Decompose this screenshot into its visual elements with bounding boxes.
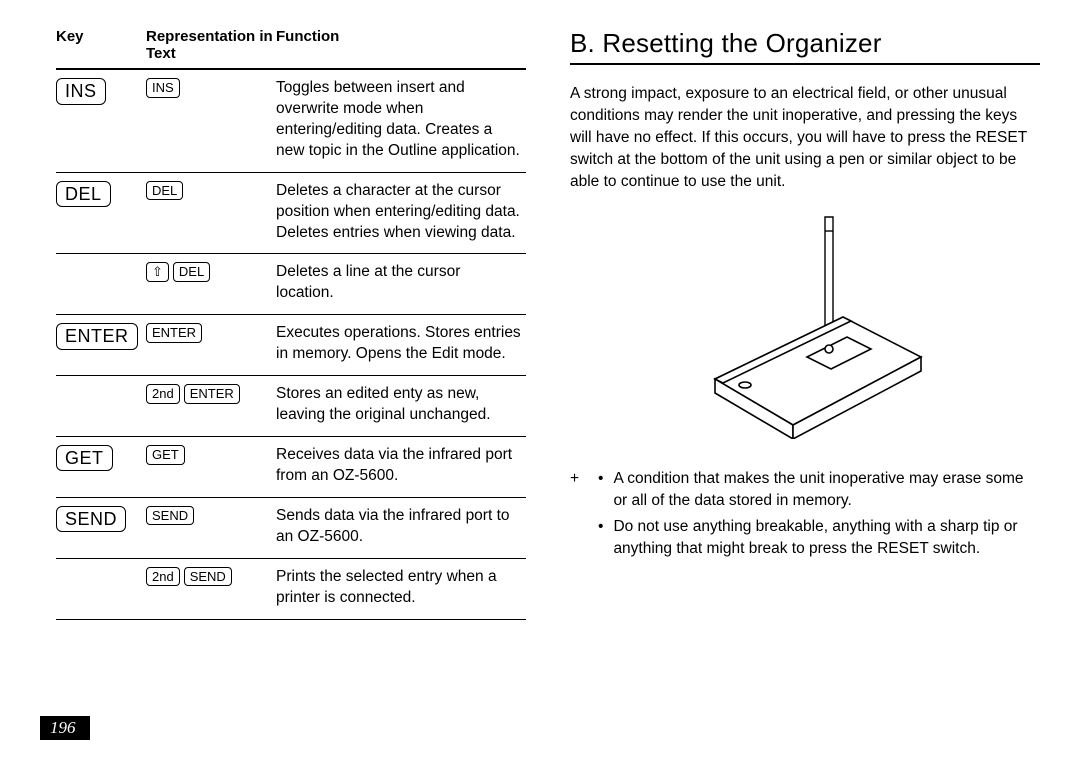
key-cell: GET [56,445,146,472]
reset-figure [570,209,1040,444]
note-text: Do not use anything breakable, anything … [613,516,1040,560]
keycap-small-icon: INS [146,78,180,98]
bullet-icon: • [598,468,603,512]
table-row: GET GET Receives data via the infrared por… [56,437,526,498]
th-rep: Representation in Text [146,28,276,62]
note-item: •A condition that makes the unit inopera… [598,468,1040,512]
function-cell: Deletes a line at the cursor location. [276,262,526,304]
representation-cell: 2ndSEND [146,567,276,587]
representation-cell: INS [146,78,276,98]
representation-cell: GET [146,445,276,465]
note-text: A condition that makes the unit inoperat… [613,468,1040,512]
note-item: •Do not use anything breakable, anything… [598,516,1040,560]
keycap-icon: INS [56,78,106,105]
keycap-small-icon: SEND [146,506,194,526]
representation-cell: ENTER [146,323,276,343]
keycap-icon: GET [56,445,113,472]
function-cell: Toggles between insert and overwrite mod… [276,78,526,162]
keycap-icon: SEND [56,506,126,533]
section-paragraph: A strong impact, exposure to an electric… [570,83,1040,193]
th-func: Function [276,28,526,62]
table-row: ⇧DELDeletes a line at the cursor locatio… [56,254,526,315]
representation-cell: ⇧DEL [146,262,276,282]
function-cell: Executes operations. Stores entries in m… [276,323,526,365]
key-cell: SEND [56,506,146,533]
organizer-illustration [675,209,935,439]
page-spread: Key Representation in Text Function INSI… [0,0,1080,620]
keycap-icon: DEL [56,181,111,208]
function-cell: Sends data via the infrared port to an O… [276,506,526,548]
representation-cell: SEND [146,506,276,526]
keycap-small-icon: 2nd [146,567,180,587]
note-block: + •A condition that makes the unit inope… [570,468,1040,564]
keycap-icon: ENTER [56,323,138,350]
keycap-small-icon: DEL [146,181,183,201]
reset-section: B. Resetting the Organizer A strong impa… [570,28,1040,620]
keycap-small-icon: DEL [173,262,210,282]
section-title: B. Resetting the Organizer [570,28,1040,65]
table-row: ENTER ENTER Executes operations. Stores en… [56,315,526,376]
bullet-icon: • [598,516,603,560]
key-table-column: Key Representation in Text Function INSI… [56,28,526,620]
representation-cell: DEL [146,181,276,201]
table-row: SEND SEND Sends data via the infrared port… [56,498,526,559]
function-cell: Deletes a character at the cursor positi… [276,181,526,244]
keycap-small-icon: GET [146,445,185,465]
key-cell: INS [56,78,146,105]
table-row: INS INS Toggles between insert and overwri… [56,70,526,173]
note-marker: + [570,468,584,564]
function-cell: Prints the selected entry when a printer… [276,567,526,609]
table-row: DEL DEL Deletes a character at the cursor … [56,173,526,255]
page-number: 196 [40,716,90,740]
th-key: Key [56,28,146,62]
key-cell: DEL [56,181,146,208]
table-header: Key Representation in Text Function [56,28,526,70]
key-cell: ENTER [56,323,146,350]
function-cell: Receives data via the infrared port from… [276,445,526,487]
note-list: •A condition that makes the unit inopera… [598,468,1040,564]
table-row: 2ndENTERStores an edited enty as new, le… [56,376,526,437]
keycap-small-icon: ENTER [146,323,202,343]
table-body: INS INS Toggles between insert and overwri… [56,70,526,620]
function-cell: Stores an edited enty as new, leaving th… [276,384,526,426]
keycap-small-icon: ENTER [184,384,240,404]
table-row: 2ndSENDPrints the selected entry when a … [56,559,526,620]
keycap-small-icon: 2nd [146,384,180,404]
keycap-small-icon: ⇧ [146,262,169,282]
representation-cell: 2ndENTER [146,384,276,404]
keycap-small-icon: SEND [184,567,232,587]
